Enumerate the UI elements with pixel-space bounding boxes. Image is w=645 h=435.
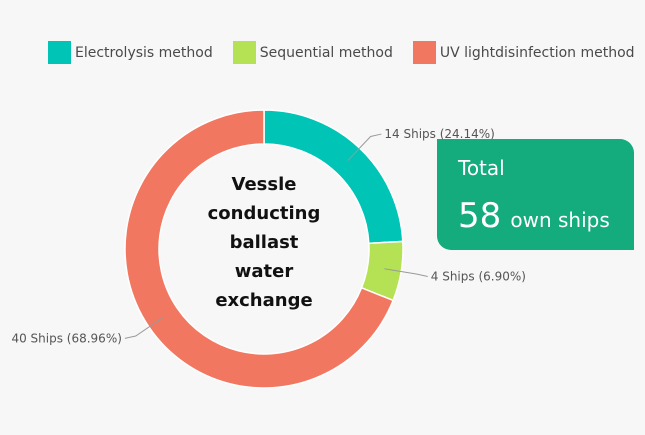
data-label-electrolysis-method: 14 Ships (24.14%) [384, 127, 494, 141]
legend-item-uv: UV lightdisinfection method [412, 41, 635, 64]
center-title: Vessle conducting ballast water exchange [183, 170, 345, 315]
total-label: Total [458, 156, 505, 180]
total-unit: own ships [510, 208, 610, 232]
total-value: 58 own ships [458, 196, 610, 236]
total-number: 58 [458, 196, 502, 236]
legend: Electrolysis method Sequential method UV… [48, 41, 645, 64]
total-box: Total 58 own ships [437, 139, 634, 250]
legend-swatch-electrolysis [48, 41, 71, 64]
legend-swatch-uv [412, 41, 436, 64]
leader-line-sequential-method [384, 268, 428, 277]
leader-line-uv-lightdisinfection-method [124, 317, 164, 339]
legend-item-electrolysis: Electrolysis method [48, 41, 213, 64]
data-label-sequential-method: 4 Ships (6.90%) [431, 269, 526, 283]
legend-swatch-sequential [232, 41, 256, 64]
center-title-line: conducting [207, 203, 321, 224]
leader-line-electrolysis-method [347, 133, 382, 161]
data-label-uv-lightdisinfection-method: 40 Ships (68.96%) [11, 331, 121, 345]
donut-slice-uv-lightdisinfection-method [124, 109, 395, 389]
center-title-line: Vessle [231, 174, 297, 195]
legend-item-sequential: Sequential method [232, 41, 393, 64]
center-title-line: water [234, 261, 294, 282]
center-title-line: exchange [215, 290, 313, 311]
center-title-line: ballast [229, 232, 299, 253]
legend-label-electrolysis: Electrolysis method [75, 44, 213, 61]
legend-label-sequential: Sequential method [259, 44, 393, 61]
legend-label-uv: UV lightdisinfection method [439, 44, 635, 61]
